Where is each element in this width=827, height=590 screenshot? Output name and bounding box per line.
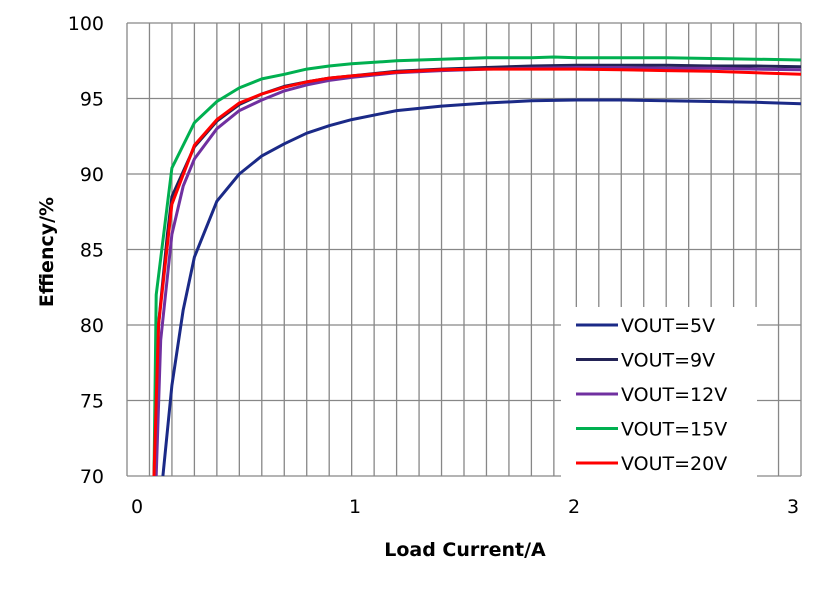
y-tick-label: 100 [68,13,104,35]
series-lines [152,55,802,477]
legend-label: VOUT=12V [621,384,727,406]
series-line [161,98,802,477]
x-tick-label: 2 [568,496,580,518]
x-tick-label: 3 [787,496,799,518]
x-axis-title: Load Current/A [384,539,546,561]
legend: VOUT=5V VOUT=9V VOUT=12V VOUT=15V VOUT=20V [561,307,757,477]
y-tick-label: 95 [80,89,104,111]
series-line [152,67,802,477]
y-axis-ticks: 70 75 80 85 90 95 100 [68,13,104,488]
y-tick-label: 85 [80,240,104,262]
legend-label: VOUT=20V [621,453,727,475]
legend-label: VOUT=15V [621,419,727,441]
series-line [154,66,802,477]
series-line [152,55,802,477]
legend-box [561,307,757,477]
y-tick-label: 90 [80,164,104,186]
y-tick-label: 80 [80,315,104,337]
legend-label: VOUT=5V [621,315,715,337]
y-tick-label: 75 [80,391,104,413]
x-tick-label: 1 [349,496,361,518]
y-axis-title: Effiency/% [36,197,58,307]
legend-label: VOUT=9V [621,350,715,372]
y-tick-label: 70 [80,466,104,488]
x-tick-label: 0 [131,496,143,518]
x-axis-ticks: 0 1 2 3 [131,496,799,518]
